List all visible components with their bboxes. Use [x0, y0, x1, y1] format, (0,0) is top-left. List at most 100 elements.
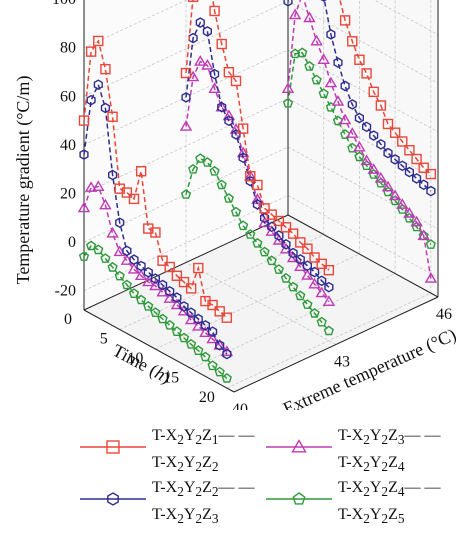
data-point-pentagon [100, 253, 111, 263]
data-point-triangle [194, 55, 207, 66]
data-point-hexagon [215, 339, 225, 351]
gridline-z-back [83, 0, 289, 97]
data-point-pentagon [390, 195, 401, 206]
data-point-triangle [317, 53, 330, 64]
data-point-square [171, 270, 183, 281]
data-point-square [207, 299, 218, 311]
data-point-square [216, 38, 227, 50]
data-point-square [339, 15, 351, 26]
data-point-pentagon [107, 261, 118, 272]
data-point-hexagon [390, 154, 400, 165]
data-point-square [180, 67, 192, 79]
data-point-square [93, 35, 104, 47]
data-point-square [382, 118, 394, 130]
data-point-hexagon [354, 112, 364, 124]
data-point-square [107, 111, 118, 122]
data-point-hexagon [200, 320, 211, 331]
legend-label-line: T-X2Y2Z4— — [338, 479, 441, 500]
data-point-pentagon [425, 239, 436, 249]
legend-label-line: T-X2Y2Z1— — [152, 427, 255, 448]
data-point-square [361, 68, 372, 79]
data-point-triangle [281, 82, 295, 94]
data-point-pentagon [150, 307, 161, 317]
y-tick-label: 5 [100, 331, 108, 348]
data-point-pentagon [178, 332, 190, 343]
data-point-triangle [127, 262, 141, 274]
data-point-hexagon [252, 199, 262, 210]
data-point-triangle [301, 269, 314, 280]
data-point-square [425, 168, 437, 180]
series-line [185, 21, 330, 288]
data-point-pentagon [93, 244, 104, 255]
data-point-pentagon [280, 272, 292, 283]
data-point-hexagon [150, 273, 161, 284]
legend-entry: T-X2Y2Z1— — T-X2Y2Z2 [76, 424, 286, 474]
data-point-hexagon [157, 279, 168, 291]
data-point-triangle [163, 292, 176, 303]
series-line-group [79, 79, 232, 360]
data-point-triangle [410, 215, 423, 227]
z-tick-label: 100 [52, 0, 76, 8]
data-point-triangle [286, 251, 300, 263]
data-point-triangle [374, 171, 388, 183]
data-point-hexagon [93, 79, 103, 91]
data-point-square [302, 243, 313, 254]
data-point-square [214, 306, 225, 317]
data-point-square [128, 193, 140, 205]
data-point-square [266, 209, 277, 220]
data-point-pentagon [230, 206, 242, 217]
data-point-hexagon [419, 179, 429, 191]
data-point-hexagon [281, 238, 291, 250]
data-point-square [411, 153, 422, 165]
data-point-triangle [120, 254, 134, 265]
data-point-hexagon [209, 68, 220, 80]
legend-label: T-X2Y2Z2— — T-X2Y2Z3 [152, 476, 255, 530]
data-point-square [389, 127, 401, 138]
gridline-y-floor [155, 253, 360, 350]
data-point-pentagon [180, 189, 192, 199]
x-tick-label: 40 [232, 401, 248, 410]
series-line-group [180, 0, 335, 276]
data-point-pentagon [404, 212, 415, 223]
data-point-square [221, 312, 233, 323]
data-point-hexagon [122, 245, 132, 257]
x-tick-label: 46 [436, 306, 452, 323]
data-point-square [230, 75, 242, 87]
data-point-triangle [213, 338, 226, 350]
data-point-hexagon [426, 185, 436, 197]
data-point-pentagon [368, 169, 379, 179]
data-point-pentagon [252, 237, 263, 248]
z-tick-label: 60 [60, 88, 76, 105]
data-point-square [273, 215, 285, 227]
z-tick-label: 80 [60, 40, 76, 57]
data-point-hexagon [217, 101, 227, 113]
data-point-hexagon [267, 221, 277, 233]
data-point-hexagon [310, 266, 320, 278]
series-line-group [283, 0, 436, 197]
data-point-triangle [179, 120, 193, 131]
data-point-hexagon [347, 99, 357, 110]
data-point-pentagon [114, 270, 125, 281]
legend-marker-hexagon-icon [80, 492, 146, 506]
data-point-hexagon [100, 102, 111, 114]
data-point-square [100, 63, 111, 75]
legend-label: T-X2Y2Z1— — T-X2Y2Z2 [152, 424, 255, 478]
data-point-pentagon [304, 61, 315, 71]
legend-label-line: T-X2Y2Z2 [152, 454, 219, 475]
gridline-x-floor [185, 262, 337, 345]
series-line-group [78, 240, 232, 383]
data-point-hexagon [224, 115, 234, 127]
data-point-triangle [113, 245, 126, 257]
data-point-pentagon [238, 220, 249, 231]
data-point-hexagon [369, 130, 379, 141]
legend-marker-pentagon-icon [266, 492, 332, 505]
data-point-hexagon [283, 0, 293, 7]
data-point-square [347, 36, 358, 47]
data-point-pentagon [266, 255, 277, 266]
data-point-triangle [353, 140, 366, 152]
legend-entry: T-X2Y2Z2— — T-X2Y2Z3 [76, 476, 286, 526]
data-point-hexagon [320, 0, 327, 2]
data-point-triangle [170, 298, 184, 310]
data-point-hexagon [260, 212, 270, 224]
data-point-triangle [134, 269, 148, 280]
